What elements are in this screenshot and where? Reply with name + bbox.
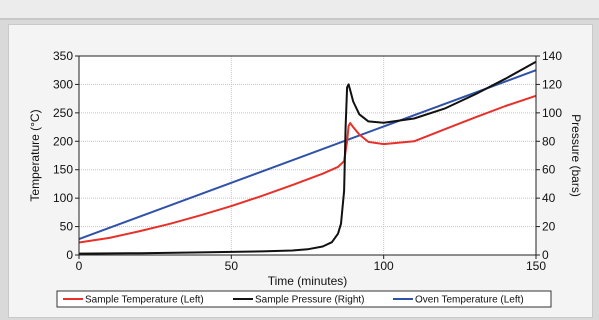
y2-tick-label: 60 <box>542 163 556 177</box>
legend-label: Sample Pressure (Right) <box>255 295 364 306</box>
y-tick-label: 300 <box>53 77 73 91</box>
sample-pressure-right-line <box>78 60 537 255</box>
y2-tick-label: 80 <box>542 134 556 148</box>
plot-frame <box>78 55 537 256</box>
y-tick-label: 150 <box>53 163 73 177</box>
legend-box <box>56 290 552 308</box>
x-tick-label: 0 <box>76 259 83 273</box>
y2-tick-label: 140 <box>542 49 562 63</box>
legend-label: Sample Temperature (Left) <box>85 295 204 306</box>
y-tick-label: 350 <box>53 49 73 63</box>
x-tick-label: 100 <box>374 259 394 273</box>
legend: Sample Temperature (Left) Sample Pressure… <box>56 290 552 308</box>
y-tick-label: 50 <box>60 220 74 234</box>
oven-temperature-left-line <box>78 69 537 241</box>
y2-tick-label: 20 <box>542 220 556 234</box>
y-axis-label: Temperature (°C) <box>28 109 42 201</box>
y2-axis-label: Pressure (bars) <box>569 114 583 197</box>
y2-tick-label: 120 <box>542 77 562 91</box>
y-tick-label: 0 <box>66 248 73 262</box>
x-tick-label: 150 <box>526 259 546 273</box>
x-axis-label: Time (minutes) <box>268 274 348 288</box>
series-layer <box>78 60 537 255</box>
y-tick-label: 250 <box>53 106 73 120</box>
top-toolbar-panel <box>0 0 599 20</box>
legend-label: Oven Temperature (Left) <box>415 295 524 306</box>
sample-temperature-left-line <box>78 94 537 244</box>
y2-tick-label: 40 <box>542 191 556 205</box>
y-tick-label: 100 <box>53 191 73 205</box>
chart-svg: 0 50 100 1500501001502002503003500204060801… <box>28 49 583 308</box>
x-tick-label: 50 <box>225 259 239 273</box>
y-tick-label: 200 <box>53 134 73 148</box>
ticks: 0 50 100 1500501001502002503003500204060801… <box>53 49 562 273</box>
y2-tick-label: 100 <box>542 106 562 120</box>
chart-panel: 0 50 100 150 0 50 100 150 200 250 300 350 0 20 40 60 80 1… <box>8 24 593 318</box>
y2-tick-label: 0 <box>542 248 549 262</box>
